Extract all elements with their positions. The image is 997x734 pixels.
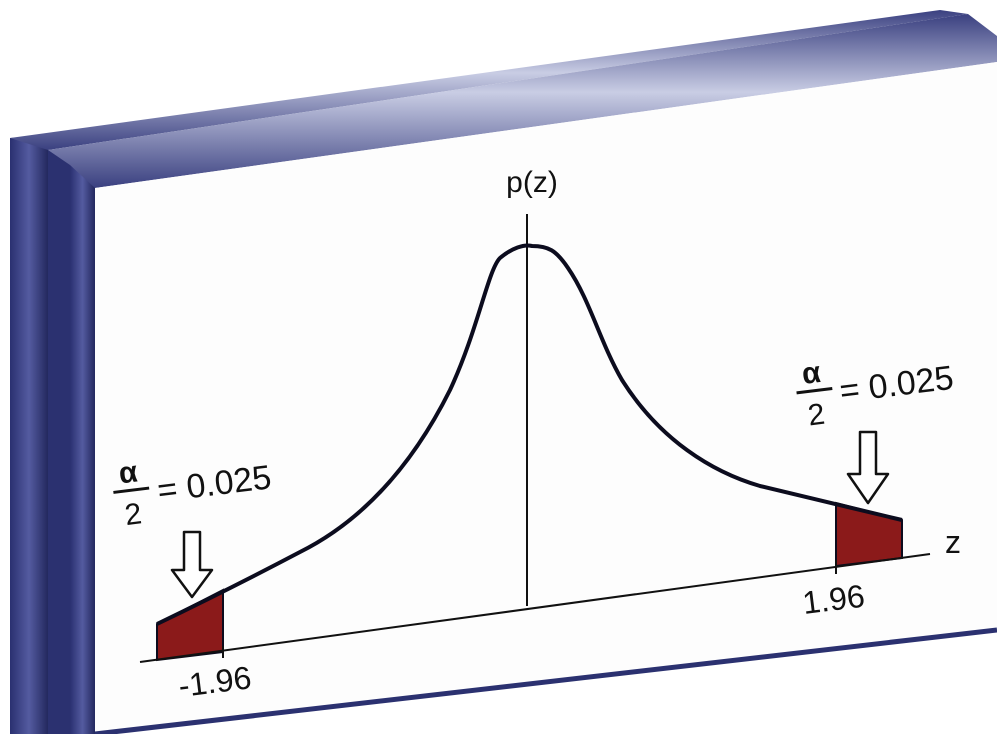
- left-fraction-bar: [113, 486, 150, 494]
- left-alpha-numerator: α: [117, 455, 140, 490]
- right-alpha-numerator: α: [800, 356, 823, 391]
- right-down-arrow-icon: [846, 430, 890, 505]
- x-axis-label: z: [945, 524, 961, 560]
- board-top-front: [48, 14, 997, 188]
- right-alpha-denominator: 2: [806, 398, 827, 433]
- board-side-middle: [48, 148, 70, 734]
- critical-value-left-label: -1.96: [176, 659, 253, 704]
- board-face: [95, 62, 997, 734]
- critical-value-right-label: 1.96: [800, 578, 866, 621]
- board-side-left: [10, 136, 48, 734]
- board-side-inner: [70, 162, 95, 734]
- y-axis-label: p(z): [506, 166, 558, 199]
- left-alpha-denominator: 2: [123, 497, 144, 532]
- density-curve: [156, 243, 903, 626]
- board-frame: [10, 10, 997, 734]
- x-axis: [139, 553, 931, 663]
- left-down-arrow-icon: [170, 530, 214, 599]
- board-bottom-edge: [94, 627, 997, 734]
- board-top-back: [10, 10, 968, 150]
- right-fraction-bar: [796, 386, 833, 395]
